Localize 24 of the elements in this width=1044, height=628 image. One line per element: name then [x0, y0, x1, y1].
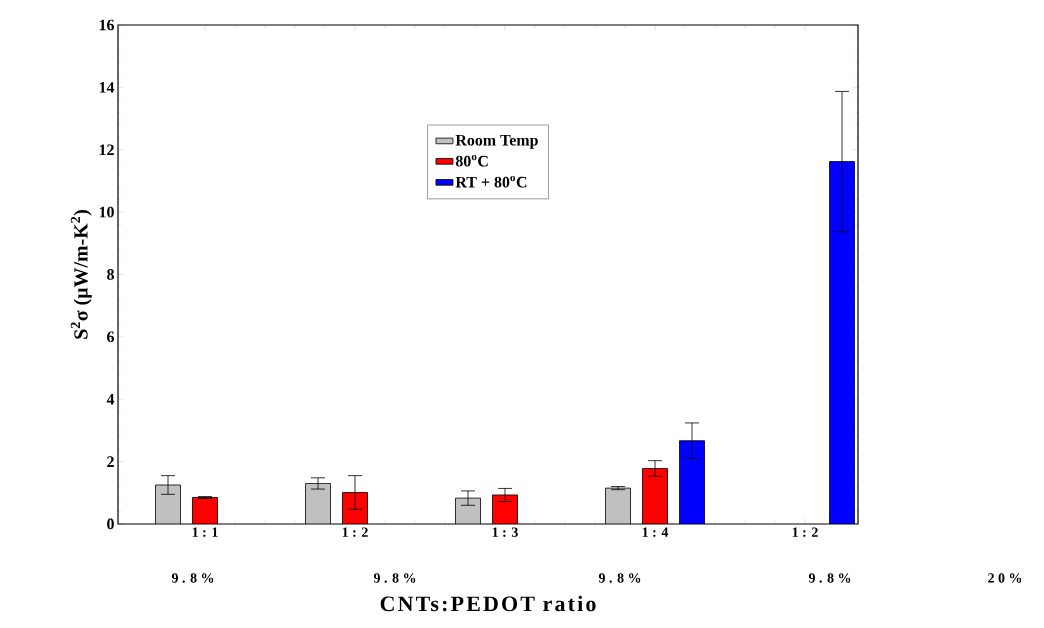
y-tick-label: 2 [107, 456, 114, 467]
text: 9 . 8 % [171, 573, 214, 583]
text: 9 . 8 % [808, 573, 851, 583]
text: 2 0 % [988, 573, 1022, 583]
y-tick-label: 16 [99, 19, 115, 31]
y-tick-label: 10 [99, 206, 114, 218]
x-axis-title: CNTs:PEDOT ratio [380, 595, 596, 612]
x-tick-label: 1 : 2 [342, 527, 368, 537]
y-tick-label: 4 [106, 394, 115, 405]
text: 9 . 8 % [598, 573, 641, 583]
x-tick-label: 1 : 1 [192, 527, 218, 537]
x-tick-label: 1 : 2 [792, 527, 818, 537]
legend-label: Room Temp [455, 134, 538, 149]
legend-label: RT + 80$^{o}$C [455, 175, 527, 188]
y-tick-label: 12 [99, 144, 114, 156]
y-tick-label: 6 [107, 331, 115, 343]
text: 9 . 8 % [373, 573, 416, 583]
y-axis-title: S$^{2}$σ (μW/m-K$^{2}$) [70, 210, 92, 339]
legend-label: 80$^{o}$C [455, 154, 488, 167]
y-tick-label: 0 [107, 518, 114, 530]
y-tick-label: 8 [107, 269, 114, 280]
x-tick-label: 1 : 3 [492, 527, 518, 537]
y-tick-label: 14 [99, 82, 115, 93]
x-tick-label: 1 : 4 [642, 527, 669, 537]
